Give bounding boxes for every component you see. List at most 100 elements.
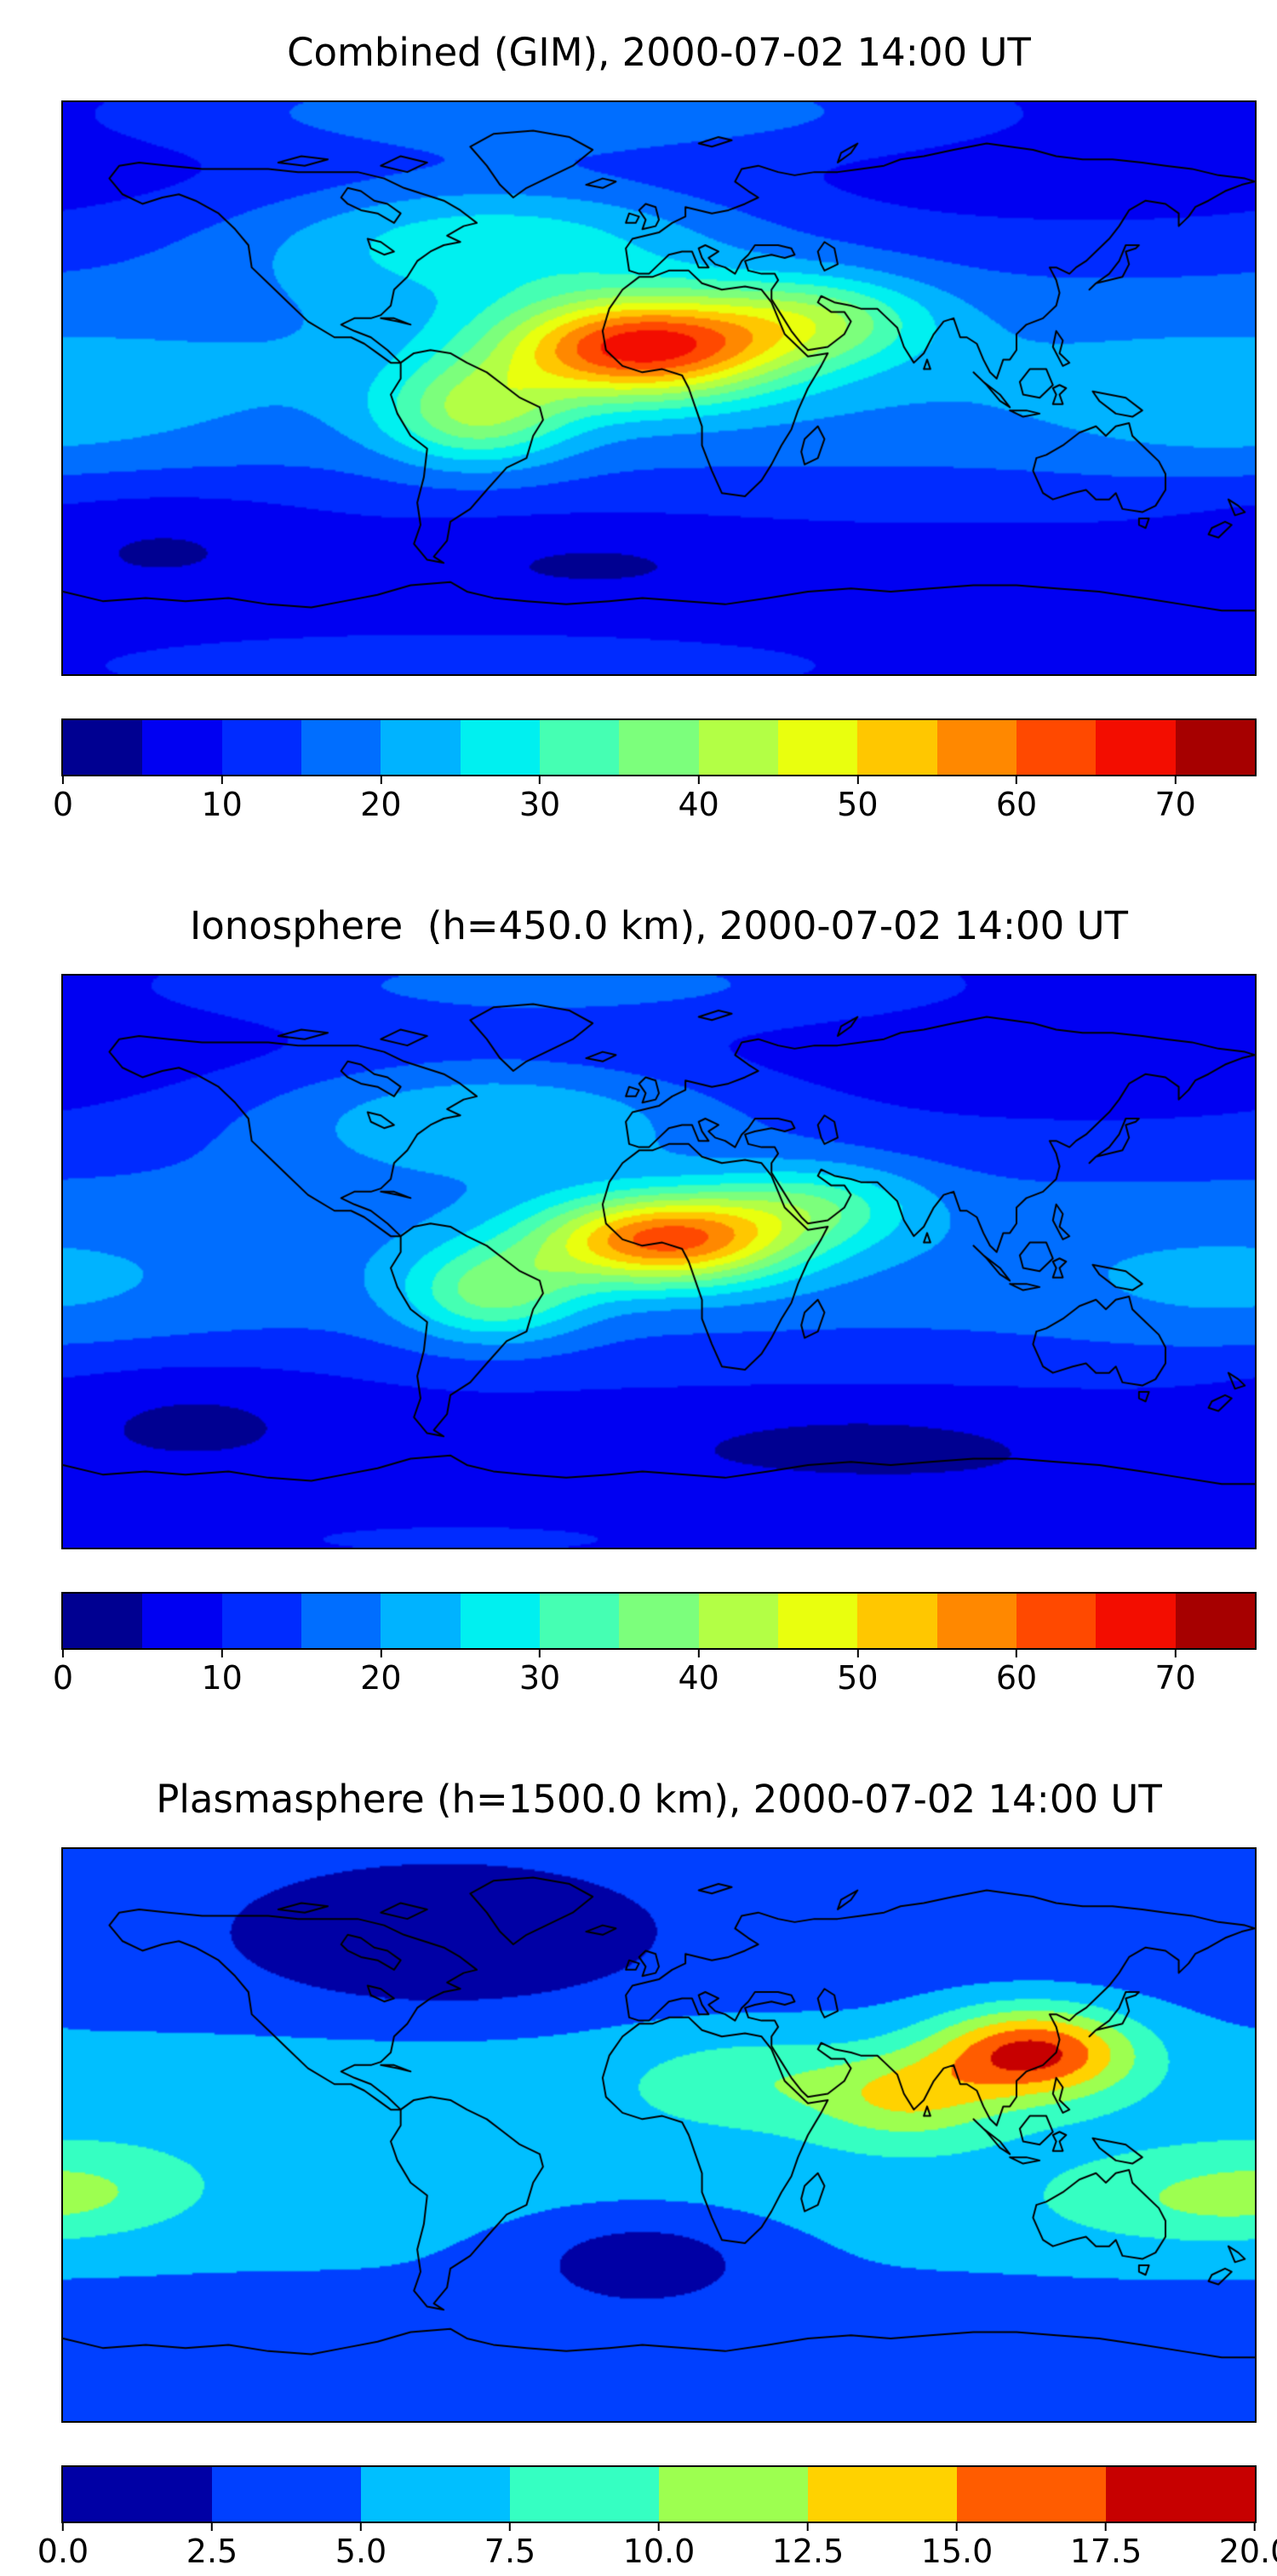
- colorbar-tick-label: 70: [1154, 1659, 1196, 1697]
- colorbar-segment: [698, 720, 778, 775]
- colorbar-segment: [221, 1594, 301, 1648]
- colorbar-tick-label: 60: [995, 1659, 1038, 1697]
- colorbar-tick-label: 12.5: [771, 2533, 845, 2570]
- colorbar-tick: 30: [519, 776, 560, 825]
- colorbar-combined: [61, 718, 1257, 776]
- colorbar-tick-mark: [856, 776, 859, 784]
- colorbar-tick: 10: [201, 1650, 243, 1698]
- colorbar-tick-label: 40: [678, 1659, 719, 1697]
- colorbar-segment: [381, 720, 461, 775]
- colorbar-tick-label: 2.5: [186, 2533, 238, 2570]
- colorbar-segment: [659, 2467, 808, 2522]
- colorbar-tick: 10: [201, 776, 243, 825]
- colorbar-tick-mark: [220, 1650, 223, 1657]
- colorbar-tick-mark: [220, 776, 223, 784]
- colorbar-tick-label: 40: [678, 786, 719, 823]
- colorbar-tick-label: 70: [1154, 786, 1196, 823]
- colorbar-tick-mark: [1104, 2523, 1107, 2531]
- colorbar-segment: [808, 2467, 957, 2522]
- panel-title-combined: Combined (GIM), 2000-07-02 14:00 UT: [287, 30, 1031, 75]
- colorbar-segment: [301, 720, 381, 775]
- colorbar-segment: [857, 1594, 937, 1648]
- colorbar-segment: [1106, 2467, 1255, 2522]
- colorbar-tick-label: 5.0: [335, 2533, 387, 2570]
- colorbar-tick-mark: [856, 1650, 859, 1657]
- world-map-ionosphere: [61, 974, 1257, 1549]
- colorbar-plasmasphere: [61, 2465, 1257, 2523]
- colorbar-tick-label: 20: [360, 1659, 402, 1697]
- colorbar-segment: [142, 720, 222, 775]
- colorbar-segment: [619, 1594, 699, 1648]
- colorbar-segment: [63, 1594, 143, 1648]
- colorbar-segment: [936, 1594, 1016, 1648]
- colorbar-segment: [619, 720, 699, 775]
- colorbar-segment: [1016, 720, 1097, 775]
- colorbar-tick-label: 60: [995, 786, 1038, 823]
- colorbar-tick-label: 10: [201, 1659, 243, 1697]
- colorbar-tick-mark: [62, 1650, 64, 1657]
- colorbar-segment: [381, 1594, 461, 1648]
- colorbar-segment: [777, 720, 858, 775]
- colorbar-tick-label: 17.5: [1069, 2533, 1142, 2570]
- colorbar-tick: 15.0: [921, 2523, 993, 2572]
- colorbar-tick-mark: [657, 2523, 660, 2531]
- colorbar-segment: [361, 2467, 510, 2522]
- colorbar-tick-mark: [380, 776, 382, 784]
- colorbar-segment: [539, 720, 620, 775]
- colorbar-segment: [957, 2467, 1106, 2522]
- colorbar-tick-label: 50: [837, 786, 879, 823]
- colorbar-tick: 70: [1154, 776, 1196, 825]
- colorbar-tick: 50: [837, 1650, 879, 1698]
- colorbar-tick-mark: [697, 776, 700, 784]
- colorbar-tick: 7.5: [484, 2523, 535, 2572]
- colorbar-segment: [142, 1594, 222, 1648]
- colorbar-tick: 50: [837, 776, 879, 825]
- colorbar-tick: 12.5: [771, 2523, 845, 2572]
- colorbar-tick: 60: [996, 1650, 1037, 1698]
- colorbar-tick: 5.0: [335, 2523, 387, 2572]
- colorbar-segment: [698, 1594, 778, 1648]
- colorbar-tick-mark: [697, 1650, 700, 1657]
- colorbar-segment: [1096, 1594, 1176, 1648]
- colorbar-tick-label: 7.5: [484, 2533, 536, 2570]
- colorbar-tick-mark: [1174, 776, 1177, 784]
- colorbar-tick: 40: [678, 1650, 719, 1698]
- colorbar-tick-mark: [62, 776, 64, 784]
- colorbar-tick: 30: [519, 1650, 560, 1698]
- colorbar-segment: [857, 720, 937, 775]
- panel-ionosphere: Ionosphere (h=450.0 km), 2000-07-02 14:0…: [0, 902, 1277, 1703]
- colorbar-segment: [460, 720, 540, 775]
- colorbar-tick: 20.0: [1219, 2523, 1277, 2572]
- colorbar-tick: 0: [53, 1650, 73, 1698]
- panel-combined-gim: Combined (GIM), 2000-07-02 14:00 UT 0 10 2…: [0, 29, 1277, 829]
- colorbar-tick-label: 10.0: [622, 2533, 696, 2570]
- colorbar-segment: [1175, 1594, 1255, 1648]
- colorbar-tick: 0: [53, 776, 73, 825]
- colorbar-tick-label: 0: [52, 786, 74, 823]
- colorbar-tick: 10.0: [622, 2523, 696, 2572]
- colorbar-tick: 17.5: [1070, 2523, 1142, 2572]
- colorbar-tick-mark: [806, 2523, 809, 2531]
- colorbar-segment: [301, 1594, 381, 1648]
- world-map-plasmasphere: [61, 1847, 1257, 2423]
- colorbar-segment: [777, 1594, 858, 1648]
- panel-title-plasmasphere: Plasmasphere (h=1500.0 km), 2000-07-02 1…: [156, 1777, 1162, 1822]
- colorbar-tick-label: 20.0: [1218, 2533, 1277, 2570]
- world-map-combined: [61, 100, 1257, 676]
- colorbar-segment: [63, 2467, 212, 2522]
- colorbar-segment: [212, 2467, 361, 2522]
- colorbar-segment: [510, 2467, 659, 2522]
- colorbar-tick-label: 10: [201, 786, 243, 823]
- colorbar-tick: 60: [996, 776, 1037, 825]
- colorbar-tick-mark: [1015, 776, 1017, 784]
- colorbar-tick-labels-plasmasphere: 0.0 2.5 5.0 7.5 10.0 12.5 15.0 17.5 20.0: [37, 2523, 1277, 2576]
- colorbar-segment: [936, 720, 1016, 775]
- panel-title-ionosphere: Ionosphere (h=450.0 km), 2000-07-02 14:0…: [189, 903, 1129, 948]
- colorbar-tick-mark: [380, 1650, 382, 1657]
- colorbar-tick-labels-combined: 0 10 20 30 40 50 60 70: [53, 776, 1255, 829]
- colorbar-segment: [1175, 720, 1255, 775]
- colorbar-segment: [1016, 1594, 1097, 1648]
- colorbar-tick: 40: [678, 776, 719, 825]
- colorbar-tick-mark: [955, 2523, 958, 2531]
- colorbar-segment: [460, 1594, 540, 1648]
